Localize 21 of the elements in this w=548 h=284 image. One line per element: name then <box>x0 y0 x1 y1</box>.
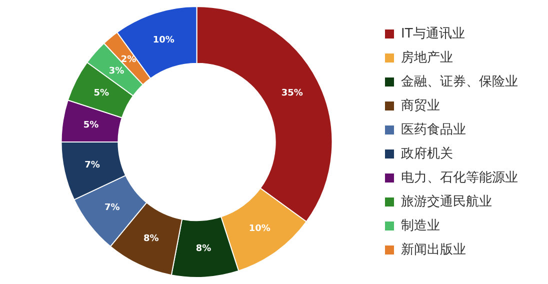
legend-label: 商贸业 <box>401 98 440 114</box>
legend-label: 旅游交通民航业 <box>401 193 492 210</box>
data-label: 35% <box>281 88 303 99</box>
data-label: 2% <box>120 54 136 65</box>
data-label: 3% <box>108 66 124 77</box>
data-label: 5% <box>83 120 99 131</box>
data-label: 10% <box>152 36 174 46</box>
legend-label: 制造业 <box>401 218 440 234</box>
data-label: 7% <box>84 160 100 171</box>
data-label: 10% <box>248 224 270 234</box>
legend-label: 电力、石化等能源业 <box>401 170 518 186</box>
legend-label: 新闻出版业 <box>401 242 466 258</box>
legend-label: IT与通讯业 <box>401 26 465 42</box>
legend-label: 金融、证券、保险业 <box>401 74 518 90</box>
legend-label: 房地产业 <box>401 49 453 66</box>
data-label: 8% <box>196 244 212 254</box>
legend-label: 政府机关 <box>401 145 453 162</box>
data-label: 8% <box>144 234 159 244</box>
data-label: 7% <box>104 202 120 213</box>
data-label: 5% <box>94 88 110 99</box>
legend-label: 医药食品业 <box>401 122 466 138</box>
